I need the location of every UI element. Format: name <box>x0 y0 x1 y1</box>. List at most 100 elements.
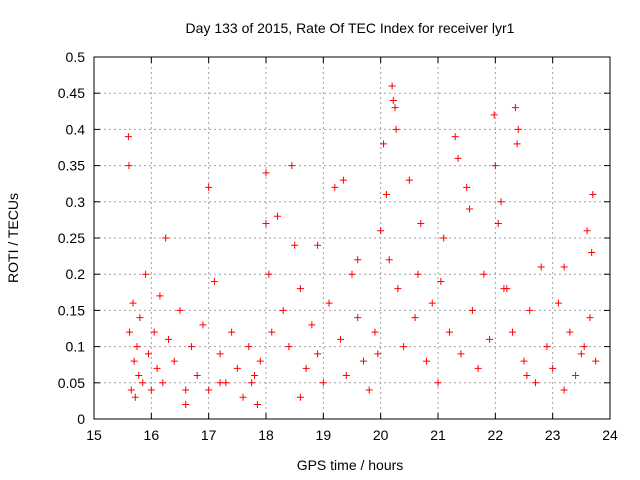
data-point <box>526 306 534 314</box>
data-point <box>549 364 557 372</box>
data-point <box>414 270 422 278</box>
data-point <box>392 125 400 133</box>
x-tick-label: 20 <box>373 427 389 443</box>
x-tick-label: 19 <box>316 427 332 443</box>
data-point <box>131 393 139 401</box>
x-tick-label: 21 <box>430 427 446 443</box>
data-point <box>308 321 316 329</box>
data-point <box>543 343 551 351</box>
data-point <box>279 306 287 314</box>
x-tick-label: 22 <box>488 427 504 443</box>
data-point <box>385 256 393 264</box>
grid-layer <box>94 57 610 419</box>
data-point <box>389 96 397 104</box>
data-point <box>319 379 327 387</box>
data-point <box>193 372 201 380</box>
data-point <box>554 299 562 307</box>
data-point <box>130 357 138 365</box>
data-point <box>509 328 517 336</box>
data-point <box>423 357 431 365</box>
data-point <box>142 270 150 278</box>
data-point <box>253 401 261 409</box>
data-point <box>176 306 184 314</box>
data-point <box>127 386 135 394</box>
data-point <box>580 343 588 351</box>
data-point <box>523 372 531 380</box>
data-point <box>288 162 296 170</box>
data-point <box>371 328 379 336</box>
x-tick-label: 15 <box>86 427 102 443</box>
data-point <box>337 335 345 343</box>
data-point <box>411 314 419 322</box>
data-point <box>153 364 161 372</box>
data-points-layer <box>124 82 600 409</box>
data-point <box>437 277 445 285</box>
data-point <box>560 386 568 394</box>
data-point <box>331 183 339 191</box>
data-point <box>314 241 322 249</box>
y-tick-label: 0.35 <box>58 158 85 174</box>
data-point <box>268 328 276 336</box>
data-point <box>454 154 462 162</box>
y-tick-label: 0.4 <box>66 121 86 137</box>
data-point <box>291 241 299 249</box>
data-point <box>480 270 488 278</box>
data-point <box>588 248 596 256</box>
data-point <box>513 140 521 148</box>
data-point <box>466 205 474 213</box>
data-point <box>228 328 236 336</box>
data-point <box>139 379 147 387</box>
x-axis: 15 16 17 18 19 20 21 22 23 24 <box>86 57 618 443</box>
data-point <box>359 357 367 365</box>
data-point <box>440 234 448 242</box>
y-tick-label: 0.3 <box>66 194 86 210</box>
data-point <box>491 162 499 170</box>
data-point <box>239 393 247 401</box>
data-point <box>400 343 408 351</box>
data-point <box>391 104 399 112</box>
y-axis-label: ROTI / TECUs <box>5 193 21 283</box>
data-point <box>296 285 304 293</box>
data-point <box>463 183 471 191</box>
y-axis: 0 0.05 0.1 0.15 0.2 0.25 0.3 0.35 0.4 0.45 0.5 <box>58 49 610 427</box>
data-point <box>135 372 143 380</box>
y-tick-label: 0.1 <box>66 339 86 355</box>
data-point <box>133 343 141 351</box>
data-point <box>405 176 413 184</box>
data-point <box>262 169 270 177</box>
data-point <box>210 277 218 285</box>
data-point <box>494 220 502 228</box>
y-tick-label: 0.45 <box>58 85 85 101</box>
data-point <box>497 198 505 206</box>
data-point <box>583 227 591 235</box>
x-tick-label: 24 <box>602 427 618 443</box>
data-point <box>577 350 585 358</box>
data-point <box>342 372 350 380</box>
data-point <box>377 227 385 235</box>
data-point <box>468 306 476 314</box>
y-tick-label: 0.05 <box>58 375 85 391</box>
data-point <box>382 191 390 199</box>
data-point <box>296 393 304 401</box>
data-point <box>129 299 137 307</box>
data-point <box>354 256 362 264</box>
data-point <box>170 357 178 365</box>
data-point <box>124 133 132 141</box>
data-point <box>589 191 597 199</box>
data-point <box>520 357 528 365</box>
data-point <box>537 263 545 271</box>
data-point <box>325 299 333 307</box>
data-point <box>348 270 356 278</box>
data-point <box>388 82 396 90</box>
data-point <box>256 357 264 365</box>
y-tick-label: 0.2 <box>66 266 86 282</box>
data-point <box>285 343 293 351</box>
y-tick-label: 0.15 <box>58 302 85 318</box>
data-point <box>144 350 152 358</box>
data-point <box>273 212 281 220</box>
data-point <box>339 176 347 184</box>
data-point <box>302 364 310 372</box>
data-point <box>233 364 241 372</box>
